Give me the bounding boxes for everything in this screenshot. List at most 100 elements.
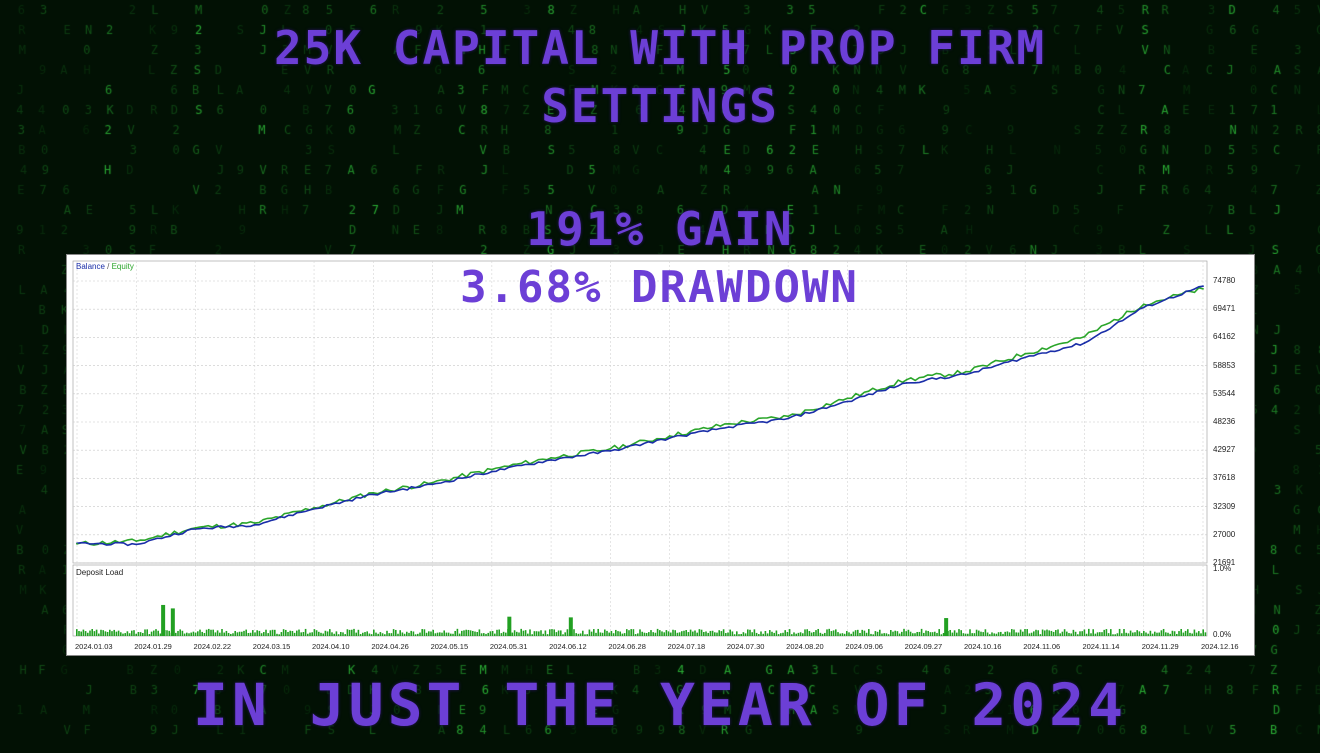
deposit-bar (1041, 629, 1044, 636)
deposit-bar (392, 629, 395, 636)
deposit-bar (1132, 632, 1134, 636)
deposit-bar (1052, 631, 1055, 636)
equity-point (1083, 335, 1086, 338)
deposit-bar (1165, 632, 1167, 636)
deposit-bar (1154, 631, 1156, 636)
deposit-bar (524, 630, 527, 636)
deposit-bar (806, 629, 808, 636)
balance-point (431, 483, 434, 486)
deposit-bar (531, 634, 533, 636)
deposit-bar (819, 632, 822, 636)
deposit-bar (348, 629, 351, 636)
deposit-bar (357, 629, 360, 636)
deposit-bar (1118, 628, 1121, 636)
equity-point (76, 542, 78, 545)
deposit-bar (907, 629, 910, 636)
deposit-bar (826, 629, 828, 636)
deposit-bar (186, 632, 188, 636)
deposit-bar (612, 633, 615, 636)
deposit-bar (714, 632, 716, 636)
deposit-bar (683, 630, 685, 636)
balance-point (550, 459, 553, 461)
deposit-bar (672, 629, 674, 636)
deposit-bar (1158, 632, 1160, 636)
deposit-bar (1184, 630, 1187, 636)
balance-point (846, 400, 849, 403)
deposit-bar (375, 632, 377, 636)
deposit-bar (285, 629, 287, 636)
x-tick-label: 2024.01.03 (75, 642, 113, 651)
deposit-bar (865, 632, 868, 636)
y-tick-label: 32309 (1213, 501, 1236, 511)
deposit-bar (78, 631, 80, 636)
deposit-bar (1090, 633, 1092, 636)
deposit-bar (128, 633, 131, 636)
deposit-bar (689, 629, 692, 636)
deposit-bar (124, 633, 126, 636)
deposit-bar (1191, 633, 1193, 636)
deposit-bar (252, 630, 254, 636)
deposit-bar (542, 633, 544, 636)
deposit-bar (584, 634, 586, 636)
deposit-bar (786, 631, 789, 636)
deposit-bar (549, 629, 551, 636)
deposit-bar (821, 633, 824, 636)
deposit-bar (500, 633, 503, 636)
deposit-bar (601, 632, 604, 636)
deposit-bar (89, 630, 91, 636)
deposit-bar (747, 629, 749, 636)
deposit-bar (417, 633, 419, 636)
deposit-bar (564, 632, 566, 636)
deposit-bar (652, 632, 654, 636)
deposit-bar (93, 631, 96, 636)
deposit-bar (709, 630, 712, 636)
deposit-bar (868, 629, 870, 636)
deposit-bar (150, 631, 153, 636)
deposit-bar (199, 629, 201, 636)
deposit-bar (936, 632, 938, 636)
deposit-bar (742, 632, 745, 636)
deposit-bar (465, 629, 467, 636)
deposit-bar (579, 633, 582, 636)
deposit-bar (436, 632, 439, 636)
deposit-bar (419, 632, 421, 636)
deposit-bar (230, 633, 232, 636)
deposit-bar (1195, 632, 1198, 636)
y-tick-label: 48236 (1213, 416, 1236, 426)
deposit-bar (989, 634, 991, 636)
deposit-bar (898, 633, 901, 636)
deposit-bar (463, 630, 465, 636)
deposit-bar (1081, 631, 1083, 636)
deposit-bar (131, 630, 133, 636)
deposit-bar (918, 631, 921, 636)
deposit-bar (513, 630, 516, 636)
deposit-bar (940, 634, 943, 636)
equity-point (846, 397, 849, 400)
deposit-bar (588, 629, 591, 636)
deposit-bar (271, 629, 274, 636)
deposit-bar (560, 630, 562, 636)
deposit-bar (863, 630, 866, 636)
deposit-bar (1068, 633, 1070, 636)
deposit-bar (1173, 631, 1176, 636)
deposit-bar (934, 631, 936, 636)
deposit-bar (905, 631, 907, 636)
deposit-bar (313, 629, 316, 636)
deposit-bar (1138, 631, 1141, 636)
deposit-bar (205, 629, 208, 636)
deposit-bar (489, 631, 492, 636)
deposit-bar (876, 631, 879, 636)
deposit-bar (949, 629, 951, 636)
deposit-bar (265, 629, 267, 636)
deposit-bar (1147, 633, 1149, 636)
deposit-bar (291, 630, 294, 636)
deposit-bar (216, 630, 219, 636)
deposit-bar (718, 630, 720, 636)
deposit-bar (289, 630, 291, 636)
deposit-bar (645, 632, 648, 636)
deposit-bar (298, 629, 300, 636)
deposit-bar (590, 631, 593, 636)
deposit-bar (762, 633, 764, 636)
deposit-bar (973, 633, 976, 636)
deposit-bar (210, 629, 212, 636)
